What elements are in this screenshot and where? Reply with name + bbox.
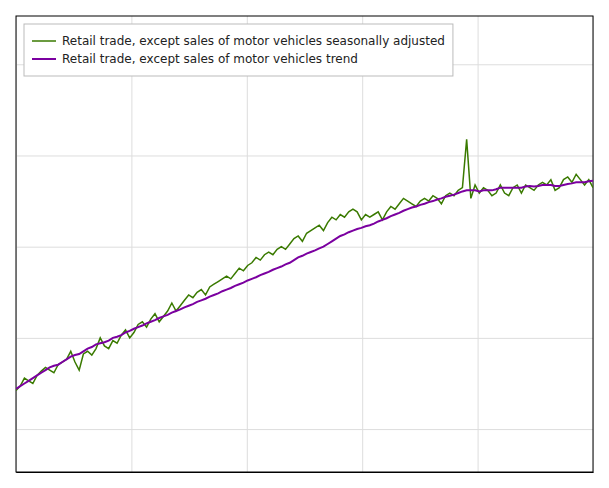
chart: Retail trade, except sales of motor vehi…: [0, 0, 609, 488]
x-grid-line: [362, 16, 363, 472]
y-grid-line: [16, 338, 593, 339]
y-tick: [16, 429, 593, 430]
y-grid-line: [16, 247, 593, 248]
y-tick: [16, 338, 593, 339]
x-tick: [362, 16, 363, 472]
legend-label: Retail trade, except sales of motor vehi…: [62, 34, 445, 48]
series-line: [16, 139, 593, 390]
x-tick: [247, 16, 248, 472]
series-line: [16, 181, 593, 389]
y-grid-line: [16, 155, 593, 156]
x-axis: [17, 16, 594, 473]
legend-label: Retail trade, except sales of motor vehi…: [62, 52, 358, 66]
x-tick: [131, 16, 132, 472]
legend-box: [24, 24, 453, 76]
y-axis: [16, 17, 593, 473]
legend-swatch: [32, 58, 56, 60]
x-grid-line: [478, 16, 479, 472]
x-grid-line: [247, 16, 248, 472]
y-tick: [16, 247, 593, 248]
x-tick: [478, 16, 479, 472]
y-tick: [16, 155, 593, 156]
legend-swatch: [32, 40, 56, 42]
plot: Retail trade, except sales of motor vehi…: [16, 16, 594, 473]
legend: Retail trade, except sales of motor vehi…: [24, 24, 453, 76]
lines: [16, 139, 593, 390]
x-grid-line: [131, 16, 132, 472]
plot-frame: [16, 16, 593, 472]
y-grid-line: [16, 429, 593, 430]
